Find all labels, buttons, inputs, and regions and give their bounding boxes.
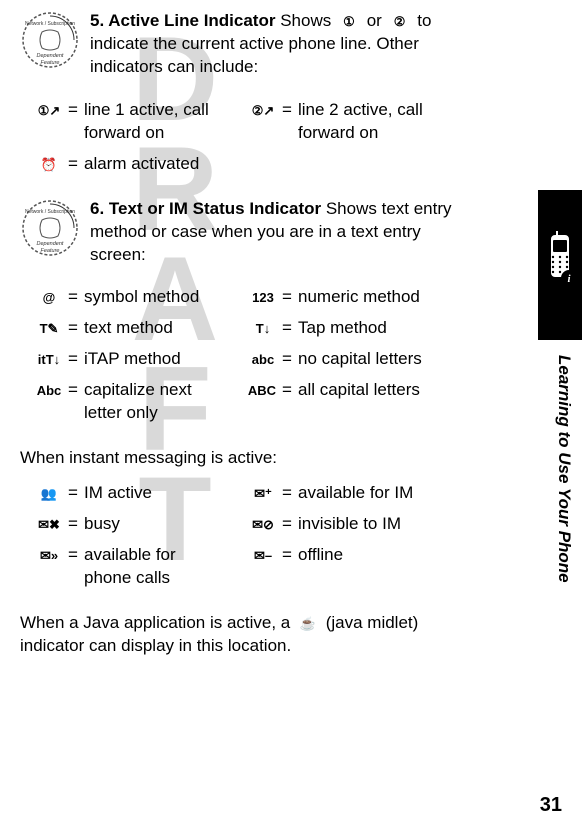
svg-text:Dependent: Dependent (37, 53, 64, 59)
svg-text:Dependent: Dependent (37, 241, 64, 247)
im-intro: When instant messaging is active: (20, 447, 460, 470)
symbol-label: symbol method (84, 286, 234, 315)
tap-label: Tap method (298, 317, 458, 346)
im-busy-icon: ✉✖ (36, 516, 62, 534)
itap-icon: itT↓ (36, 351, 62, 369)
im-invisible-icon: ✉⊘ (250, 516, 276, 534)
im-table: 👥 = IM active ✉⁺ = available for IM ✉✖ =… (20, 480, 460, 598)
section-5-title: 5. Active Line Indicator (90, 11, 275, 30)
im-avail-icon: ✉⁺ (250, 485, 276, 503)
section-6-text: 6. Text or IM Status Indicator Shows tex… (90, 198, 460, 267)
numeric-icon: 123 (250, 289, 276, 307)
section-5-text: 5. Active Line Indicator Shows ① or ② to… (90, 10, 460, 79)
line2-icon: ② (387, 13, 413, 31)
page-number: 31 (540, 794, 562, 817)
abc-upper-label: all capital letters (298, 379, 458, 431)
phone-info-icon: i (542, 230, 578, 290)
im-offline-label: offline (298, 544, 458, 596)
line1-fwd-label: line 1 active, call forward on (84, 99, 234, 151)
abc-upper-icon: ABC (248, 382, 276, 400)
section-5-table: ①↗ = line 1 active, call forward on ②↗ =… (20, 97, 460, 184)
svg-text:Network / Subscription: Network / Subscription (25, 21, 75, 27)
page-content: Network / Subscription Dependent Feature… (0, 0, 520, 688)
line2-fwd-icon: ②↗ (250, 102, 276, 120)
im-avail-label: available for IM (298, 482, 458, 511)
abc-lower-icon: abc (250, 351, 276, 369)
page-sidebar: i Learning to Use Your Phone (537, 190, 582, 660)
java-para: When a Java application is active, a ☕ (… (20, 612, 460, 658)
itap-label: iTAP method (84, 348, 234, 377)
alarm-label: alarm activated (84, 153, 234, 182)
tap-icon: T↓ (250, 320, 276, 338)
im-invisible-label: invisible to IM (298, 513, 458, 542)
svg-text:Feature: Feature (41, 60, 60, 66)
im-busy-label: busy (84, 513, 234, 542)
line1-fwd-icon: ①↗ (36, 102, 62, 120)
section-6-table: @ = symbol method 123 = numeric method T… (20, 284, 460, 433)
line1-icon: ① (336, 13, 362, 31)
im-active-icon: 👥 (36, 485, 62, 503)
symbol-icon: @ (36, 289, 62, 307)
abc-lower-label: no capital letters (298, 348, 458, 377)
text-method-icon: T✎ (36, 320, 62, 338)
abc-cap-icon: Abc (36, 382, 62, 400)
java-icon: ☕ (295, 615, 321, 633)
feature-badge-icon: Network / Subscription Dependent Feature (20, 198, 80, 258)
alarm-icon: ⏰ (36, 156, 62, 174)
im-active-label: IM active (84, 482, 234, 511)
abc-cap-label: capitalize next letter only (84, 379, 234, 431)
text-method-label: text method (84, 317, 234, 346)
section-5-header: Network / Subscription Dependent Feature… (20, 10, 460, 79)
line2-fwd-label: line 2 active, call forward on (298, 99, 458, 151)
svg-text:Feature: Feature (41, 248, 60, 254)
section-label: Learning to Use Your Phone (554, 355, 574, 583)
im-phone-icon: ✉» (36, 547, 62, 565)
feature-badge-icon: Network / Subscription Dependent Feature (20, 10, 80, 70)
section-6-title: 6. Text or IM Status Indicator (90, 199, 321, 218)
section-6-header: Network / Subscription Dependent Feature… (20, 198, 460, 267)
im-phone-label: available for phone calls (84, 544, 234, 596)
svg-text:Network / Subscription: Network / Subscription (25, 209, 75, 215)
im-offline-icon: ✉– (250, 547, 276, 565)
numeric-label: numeric method (298, 286, 458, 315)
